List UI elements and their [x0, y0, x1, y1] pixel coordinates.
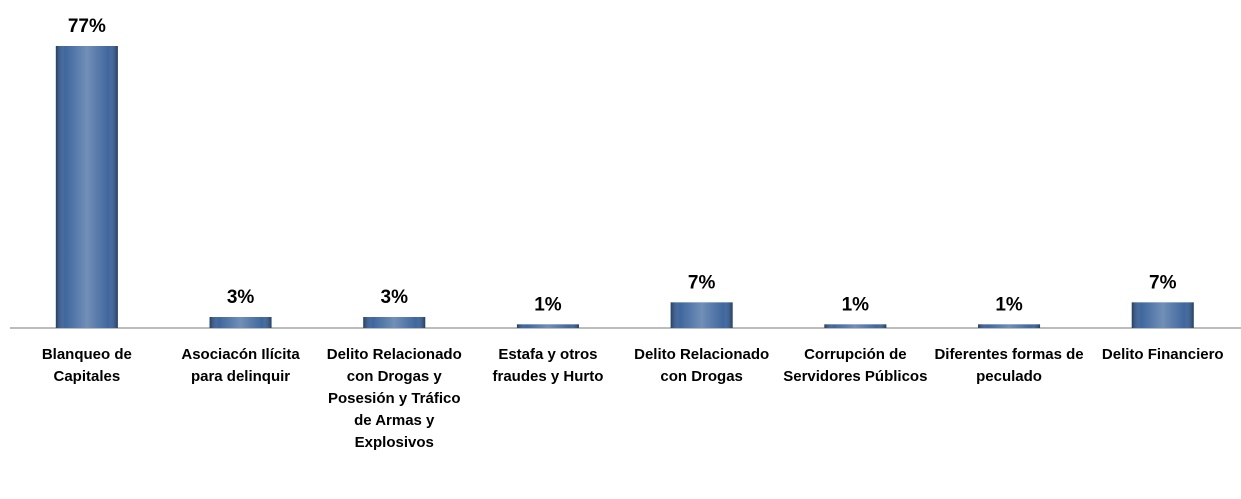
- bar-sheen: [209, 317, 272, 328]
- bar-sheen: [1131, 302, 1194, 328]
- category-label: Diferentes formas de peculado: [934, 346, 1084, 385]
- bar-sheen: [670, 302, 733, 328]
- bar-sheen: [824, 324, 887, 328]
- category-label: Delito Relacionado con Drogas y Posesión…: [326, 346, 462, 451]
- value-label: 1%: [534, 294, 562, 315]
- bar-sheen: [55, 46, 118, 328]
- value-label: 7%: [1149, 272, 1177, 293]
- category-label: Asociacón Ilícita para delinquir: [181, 346, 300, 385]
- value-label: 7%: [688, 272, 716, 293]
- category-label: Estafa y otros fraudes y Hurto: [492, 346, 604, 385]
- bar-sheen: [978, 324, 1041, 328]
- value-label: 1%: [995, 294, 1023, 315]
- category-label: Delito Financiero: [1101, 346, 1224, 363]
- category-label: Corrupción de Servidores Públicos: [783, 346, 928, 385]
- value-label: 3%: [381, 287, 409, 308]
- bar-sheen: [363, 317, 426, 328]
- category-label: Blanqueo de Capitales: [41, 346, 132, 385]
- value-label: 1%: [842, 294, 870, 315]
- bar-sheen: [516, 324, 579, 328]
- value-label: 77%: [68, 16, 106, 37]
- value-label: 3%: [227, 287, 255, 308]
- category-label: Delito Relacionado con Drogas: [634, 346, 770, 385]
